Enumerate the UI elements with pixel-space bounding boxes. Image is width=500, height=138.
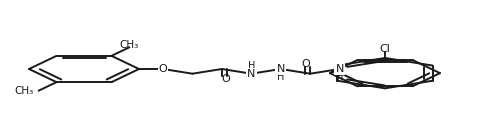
Text: H: H — [277, 72, 284, 82]
Text: O: O — [222, 74, 230, 84]
Text: N: N — [336, 64, 344, 74]
Text: N: N — [247, 69, 256, 79]
Text: N: N — [276, 64, 285, 74]
Text: CH₃: CH₃ — [120, 40, 139, 50]
Text: O: O — [158, 64, 168, 74]
Text: CH₃: CH₃ — [14, 86, 34, 96]
Text: H: H — [336, 72, 344, 82]
Text: Cl: Cl — [380, 44, 390, 54]
Text: H: H — [248, 61, 255, 71]
Text: O: O — [302, 59, 310, 69]
